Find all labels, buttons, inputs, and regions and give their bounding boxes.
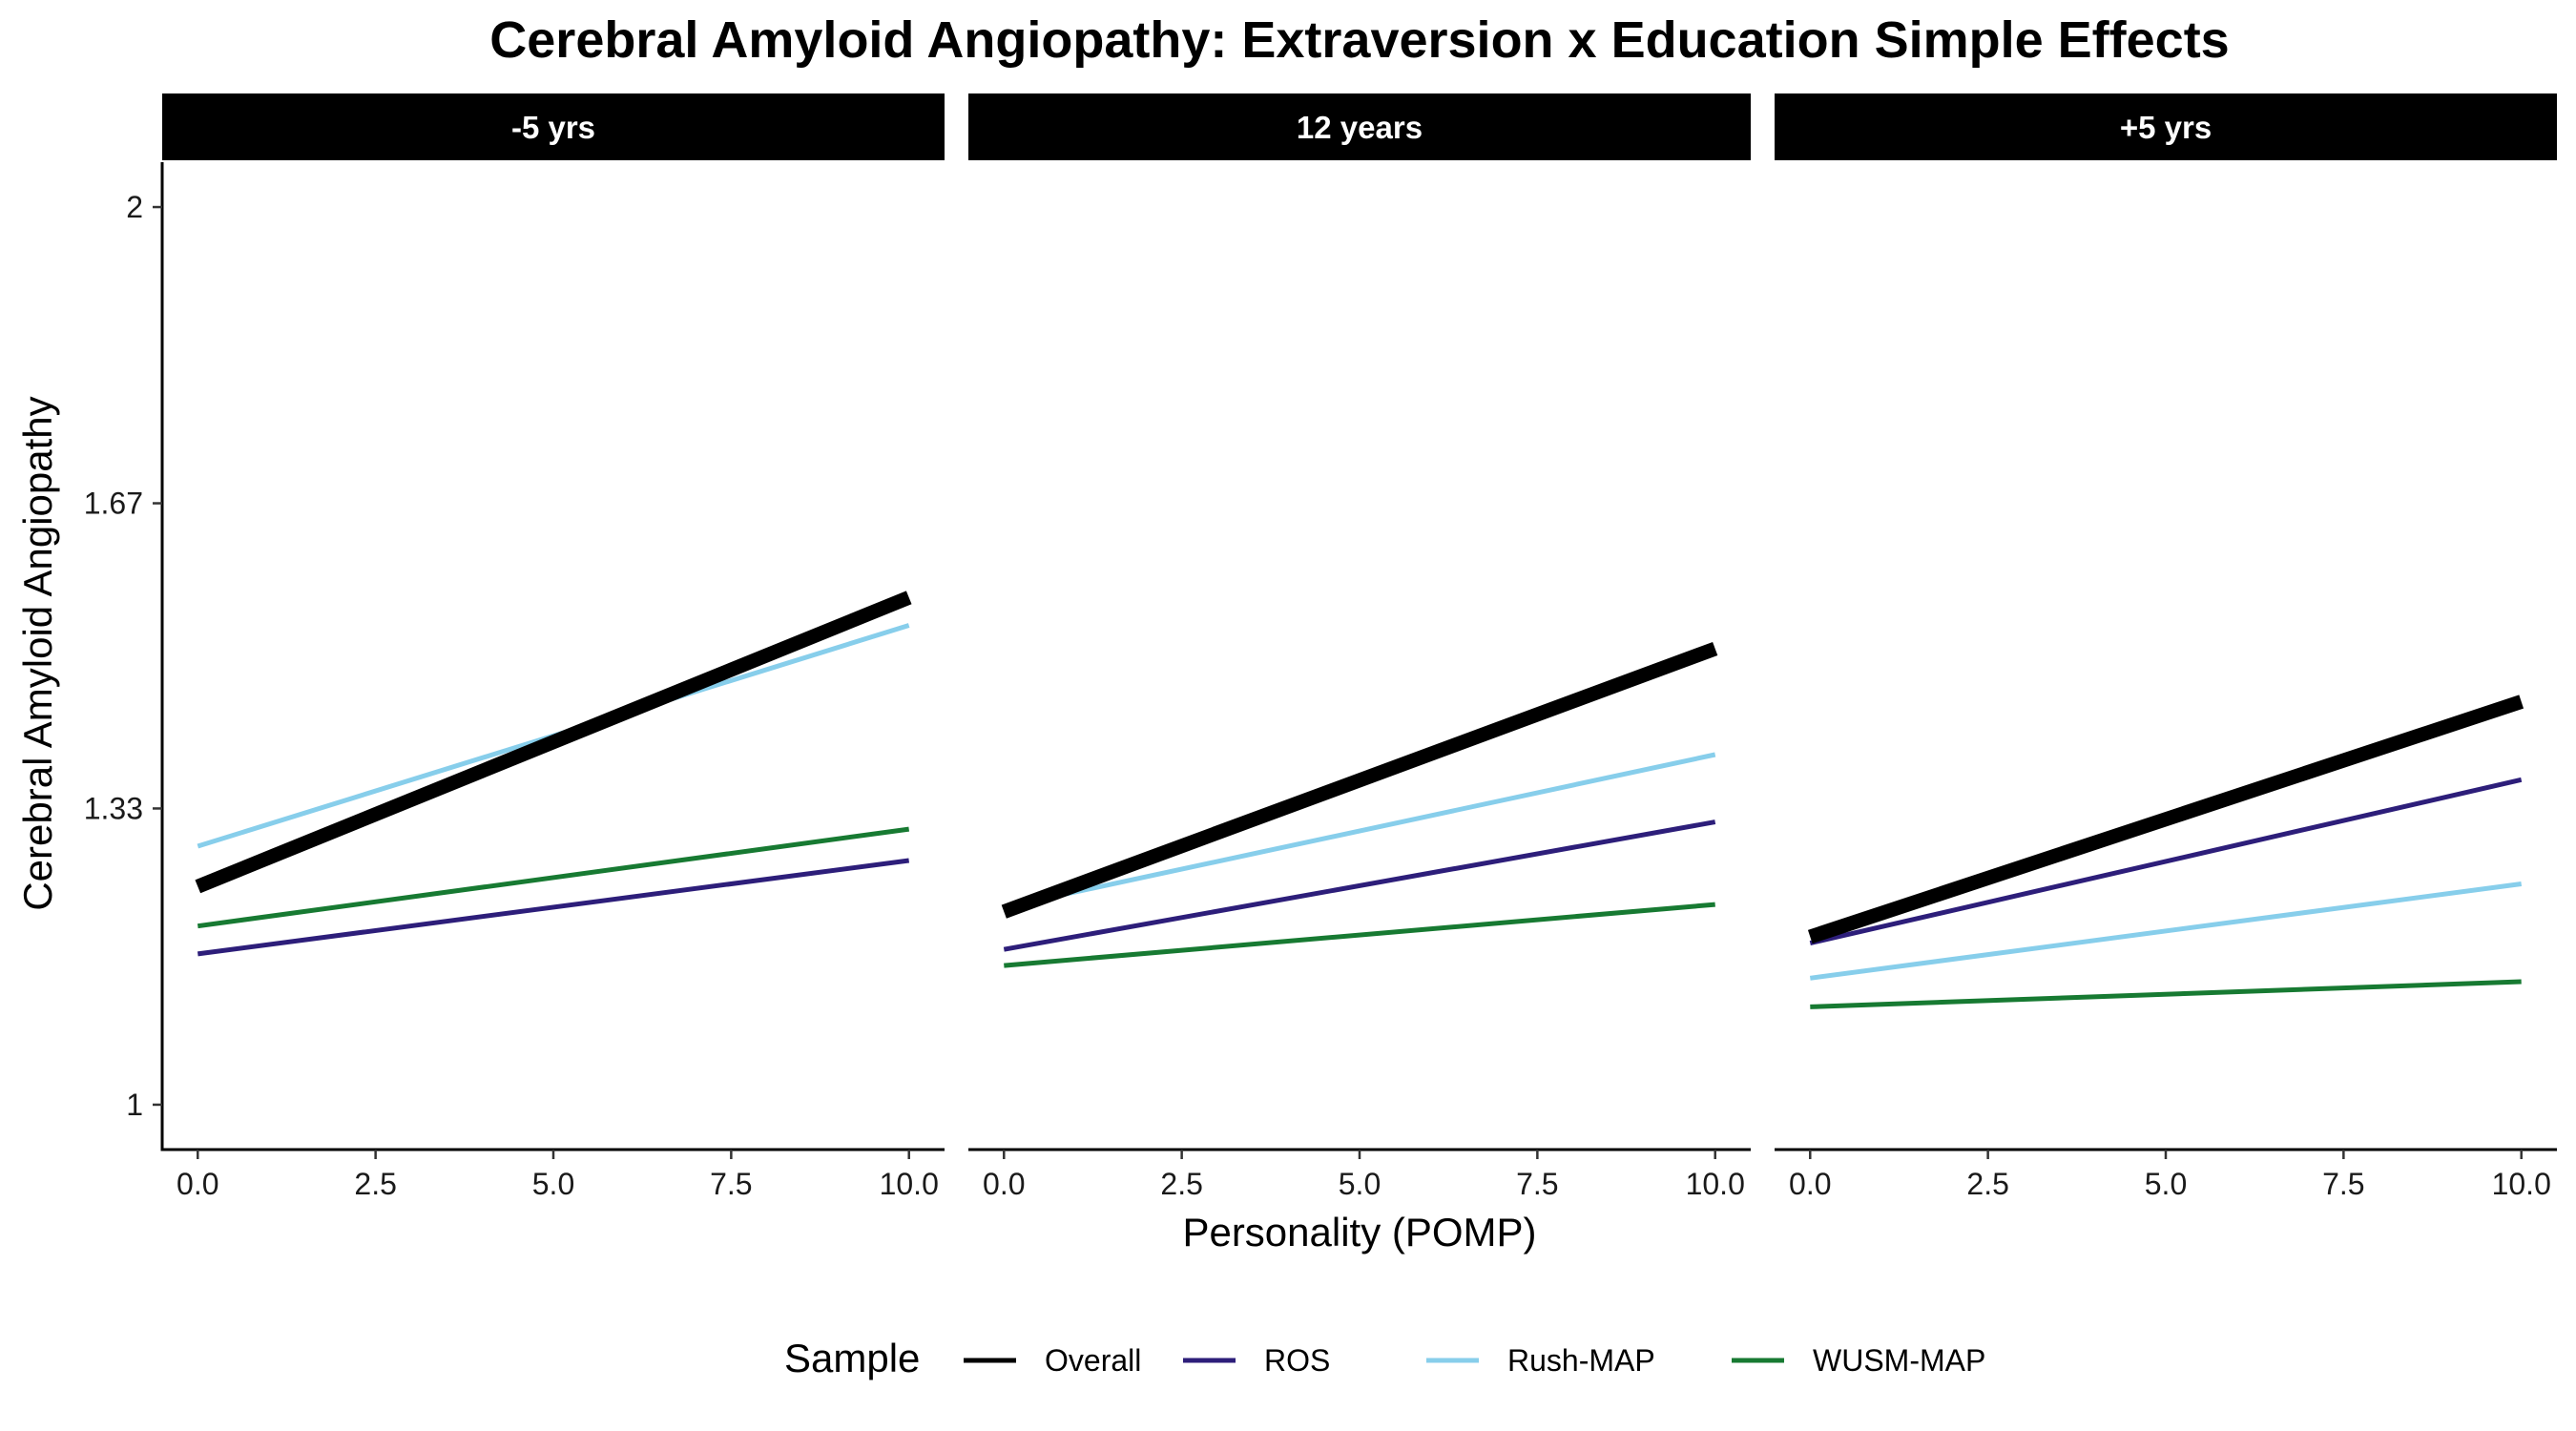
x-tick-label: 7.5	[710, 1167, 752, 1201]
legend-item-ros: ROS	[1183, 1343, 1330, 1378]
panel-1: -5 yrs 0.0 2.5 5.0 7.5 10.0 1 1.33 1.67 2	[84, 93, 945, 1201]
x-tick-label: 7.5	[1516, 1167, 1558, 1201]
legend-label: Overall	[1045, 1343, 1141, 1378]
x-tick-label: 10.0	[880, 1167, 939, 1201]
y-tick-label: 1.33	[84, 791, 143, 825]
x-tick-label: 5.0	[532, 1167, 574, 1201]
panel-strip	[162, 93, 945, 160]
x-tick-label: 5.0	[1339, 1167, 1381, 1201]
series-line-overall	[1001, 641, 1718, 919]
series-line-wusm-map	[1810, 979, 2522, 1009]
x-tick-label: 7.5	[2322, 1167, 2364, 1201]
x-tick-label: 10.0	[2492, 1167, 2551, 1201]
legend-label: WUSM-MAP	[1813, 1343, 1985, 1378]
panel-strip-label: 12 years	[1297, 110, 1423, 145]
series-line-rush-map	[1809, 881, 2523, 981]
series-line-ros	[1003, 819, 1716, 952]
x-tick-label: 2.5	[1966, 1167, 2008, 1201]
y-tick-label: 1.67	[84, 487, 143, 521]
panel-strip	[968, 93, 1751, 160]
series-line-wusm-map	[197, 826, 910, 929]
legend-title: Sample	[784, 1336, 920, 1380]
legend-item-rush-map: Rush-MAP	[1426, 1343, 1655, 1378]
panel-strip-label: +5 yrs	[2120, 110, 2212, 145]
series-line-overall	[1807, 695, 2524, 944]
x-tick-label: 0.0	[1789, 1167, 1831, 1201]
legend-item-wusm-map: WUSM-MAP	[1732, 1343, 1985, 1378]
legend-label: ROS	[1264, 1343, 1330, 1378]
chart-title: Cerebral Amyloid Angiopathy: Extraversio…	[489, 11, 2229, 69]
x-tick-label: 10.0	[1686, 1167, 1745, 1201]
panel-strip	[1775, 93, 2557, 160]
series-line-wusm-map	[1004, 902, 1715, 968]
x-tick-label: 0.0	[177, 1167, 218, 1201]
x-tick-label: 2.5	[354, 1167, 396, 1201]
panels-layer: -5 yrs 0.0 2.5 5.0 7.5 10.0 1 1.33 1.67 2 12 years…	[84, 93, 2557, 1201]
series-line-overall	[195, 591, 912, 894]
x-axis-title: Personality (POMP)	[1182, 1210, 1536, 1255]
panel-strip-label: -5 yrs	[511, 110, 595, 145]
series-line-ros	[1809, 777, 2523, 946]
x-tick-label: 0.0	[983, 1167, 1025, 1201]
legend-item-overall: Overall	[964, 1343, 1141, 1378]
legend: Sample Overall ROS Rush-MAP WUSM-MAP	[784, 1336, 1985, 1380]
x-tick-label: 5.0	[2145, 1167, 2187, 1201]
panel-2: 12 years 0.0 2.5 5.0 7.5 10.0	[968, 93, 1751, 1201]
panel-3: +5 yrs 0.0 2.5 5.0 7.5 10.0	[1775, 93, 2557, 1201]
legend-label: Rush-MAP	[1507, 1343, 1655, 1378]
x-tick-label: 2.5	[1160, 1167, 1202, 1201]
series-line-ros	[197, 858, 910, 957]
series-line-rush-map	[1003, 752, 1716, 910]
y-tick-label: 2	[126, 190, 143, 224]
y-axis-title: Cerebral Amyloid Angiopathy	[15, 396, 60, 910]
y-tick-label: 1	[126, 1088, 143, 1122]
